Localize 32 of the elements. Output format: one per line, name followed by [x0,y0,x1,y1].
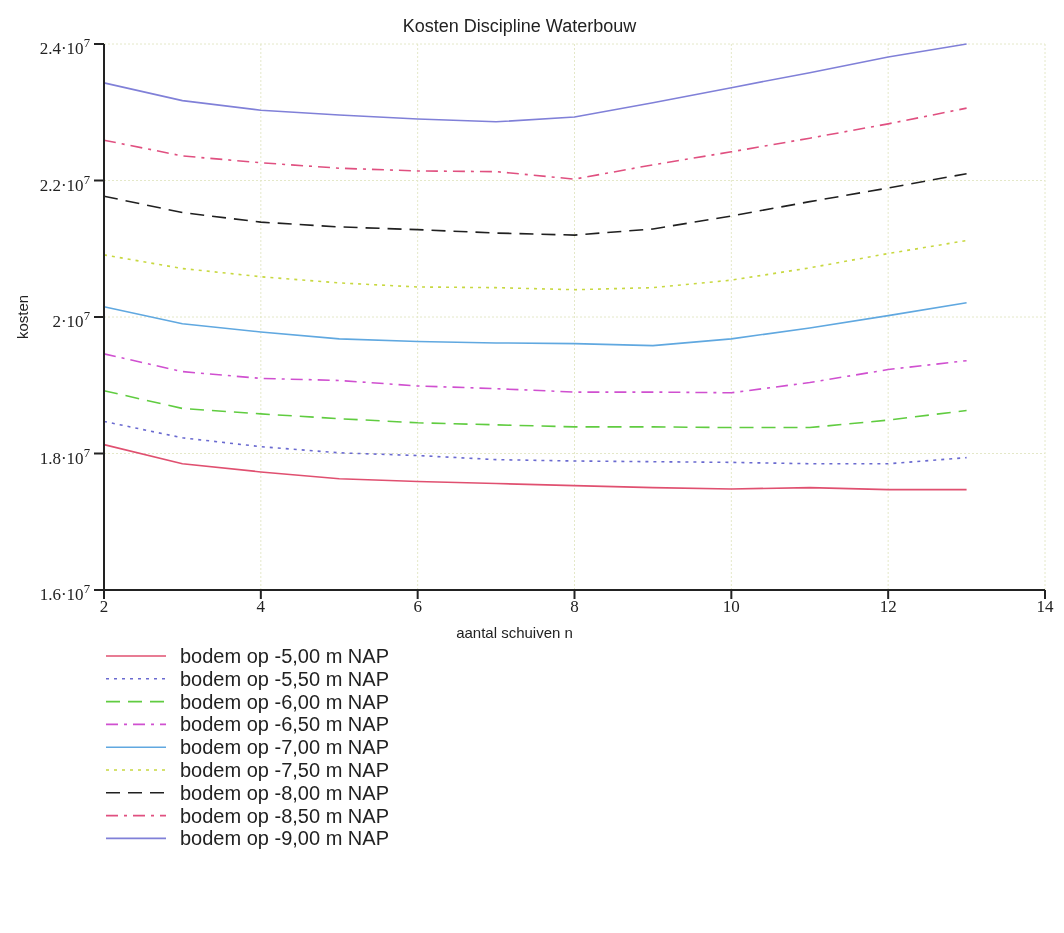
legend-label: bodem op -7,50 m NAP [180,759,389,781]
x-tick-label: 6 [413,597,422,616]
line-series [103,107,968,180]
x-tick-label: 8 [570,597,579,616]
x-axis-title: aantal schuiven n [456,624,573,641]
x-tick-label: 4 [256,597,266,616]
legend-label: bodem op -5,50 m NAP [180,667,389,690]
line-series [103,239,968,291]
legend-label: bodem op -5,00 m NAP [180,645,389,667]
chart-title: Kosten Discipline Waterbouw [402,16,638,36]
y-tick-label: 1.8·10$^{7}$ [39,445,90,468]
x-tick-label: 12 [879,597,897,616]
y-tick-label: 2.2·10$^{7}$ [39,172,90,195]
x-tick-label: 14 [1036,597,1054,616]
legend-label: bodem op -9,00 m NAP [180,827,389,850]
legend-label: bodem op -6,50 m NAP [180,713,389,736]
legend-label: bodem op -7,00 m NAP [180,736,389,759]
line-series [103,389,968,429]
legend-label: bodem op -6,00 m NAP [180,690,389,713]
y-axis-title: kosten [14,294,31,340]
x-tick-label: 10 [722,597,740,616]
y-tick-label: 2·10$^{7}$ [52,309,90,331]
line-series [103,43,968,123]
y-tick-label: 1.6·10$^{7}$ [39,582,90,604]
line-series [103,301,968,347]
legend-label: bodem op -8,00 m NAP [180,781,389,804]
x-tick-label: 2 [99,597,109,616]
legend-label: bodem op -8,50 m NAP [180,804,389,827]
line-series [103,420,968,465]
line-series [103,353,968,394]
line-series [103,443,968,491]
y-tick-label: 2.4·10$^{7}$ [39,36,90,58]
